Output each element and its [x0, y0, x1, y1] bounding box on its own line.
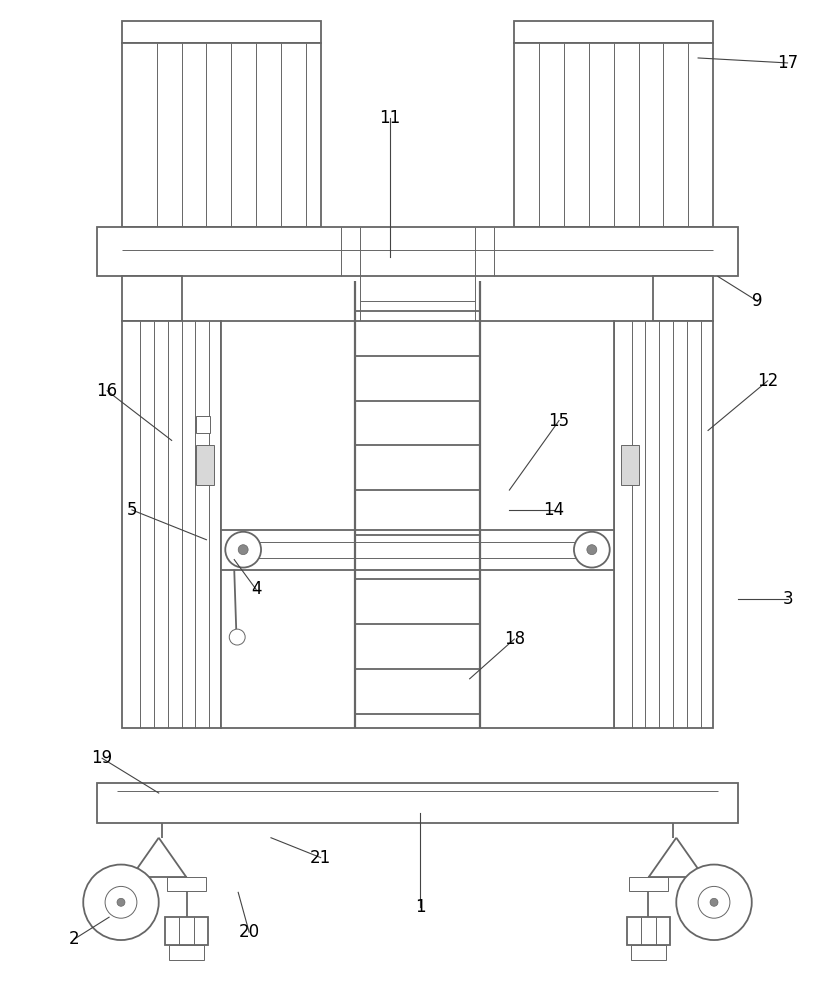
- Bar: [97, 783, 738, 823]
- Text: 5: 5: [127, 501, 137, 519]
- Text: 15: 15: [549, 412, 569, 430]
- Bar: [196, 445, 215, 485]
- Circle shape: [587, 545, 597, 555]
- Circle shape: [238, 545, 248, 555]
- Circle shape: [225, 532, 261, 568]
- Circle shape: [117, 898, 125, 906]
- Bar: [614, 321, 713, 728]
- Text: 17: 17: [777, 54, 798, 72]
- Text: 2: 2: [69, 930, 79, 948]
- Text: 4: 4: [250, 580, 261, 598]
- Text: 1: 1: [415, 898, 425, 916]
- Bar: [626, 917, 671, 945]
- Text: 18: 18: [504, 630, 525, 648]
- Bar: [654, 276, 713, 321]
- Text: 19: 19: [92, 749, 113, 767]
- Text: 16: 16: [97, 382, 118, 400]
- Text: 21: 21: [310, 849, 331, 867]
- Circle shape: [710, 898, 718, 906]
- Text: 3: 3: [782, 590, 793, 608]
- Bar: [630, 945, 666, 960]
- Text: 20: 20: [239, 923, 260, 941]
- Bar: [167, 877, 206, 891]
- Circle shape: [105, 886, 137, 918]
- Bar: [164, 917, 209, 945]
- Text: 14: 14: [544, 501, 564, 519]
- Bar: [196, 416, 210, 433]
- Bar: [169, 945, 205, 960]
- Circle shape: [230, 629, 245, 645]
- Text: 11: 11: [380, 109, 401, 127]
- Bar: [514, 21, 713, 43]
- Bar: [122, 21, 321, 43]
- Bar: [514, 43, 713, 227]
- Bar: [620, 445, 639, 485]
- Bar: [221, 530, 614, 570]
- Circle shape: [574, 532, 610, 568]
- Bar: [629, 877, 668, 891]
- Bar: [122, 43, 321, 227]
- Text: 9: 9: [752, 292, 763, 310]
- Circle shape: [84, 865, 159, 940]
- Bar: [122, 321, 221, 728]
- Text: 12: 12: [757, 372, 778, 390]
- Circle shape: [676, 865, 752, 940]
- Circle shape: [698, 886, 730, 918]
- Bar: [221, 321, 614, 728]
- Bar: [122, 276, 181, 321]
- Bar: [97, 227, 738, 276]
